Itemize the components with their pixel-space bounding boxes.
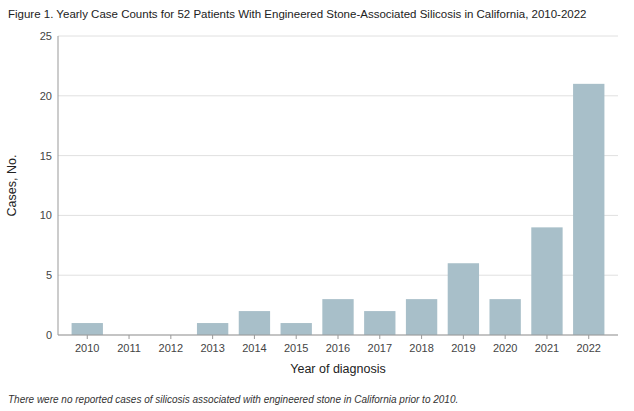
- x-tick-label: 2011: [117, 342, 141, 354]
- x-tick: [505, 335, 506, 339]
- x-tick-label: 2017: [368, 342, 392, 354]
- y-tick-label: 15: [40, 150, 52, 162]
- x-tick: [87, 335, 88, 339]
- x-tick-label: 2016: [326, 342, 350, 354]
- grid-line: [58, 95, 618, 96]
- y-tick-label: 25: [40, 30, 52, 42]
- x-tick: [338, 335, 339, 339]
- x-tick-label: 2014: [242, 342, 266, 354]
- y-tick-label: 20: [40, 90, 52, 102]
- bar: [406, 299, 437, 335]
- x-tick: [129, 335, 130, 339]
- grid-line: [58, 215, 618, 216]
- x-tick-label: 2020: [493, 342, 517, 354]
- grid-line: [58, 36, 618, 37]
- y-tick-label: 0: [46, 329, 52, 341]
- y-axis-label: Cases, No.: [5, 155, 19, 217]
- x-tick: [379, 335, 380, 339]
- grid: [58, 36, 618, 335]
- x-tick: [212, 335, 213, 339]
- bar: [531, 227, 562, 335]
- bar: [573, 84, 604, 335]
- bar: [448, 263, 479, 335]
- x-tick-label: 2022: [577, 342, 601, 354]
- y-tick-label: 10: [40, 209, 52, 221]
- x-axis-line: [58, 335, 618, 336]
- grid-line: [58, 335, 618, 336]
- x-axis-label: Year of diagnosis: [290, 362, 385, 376]
- bar: [322, 299, 353, 335]
- bar: [72, 323, 103, 335]
- x-tick: [254, 335, 255, 339]
- x-tick: [588, 335, 589, 339]
- x-tick: [463, 335, 464, 339]
- y-axis-line: [58, 36, 59, 335]
- x-tick-label: 2010: [75, 342, 99, 354]
- x-tick-label: 2012: [159, 342, 183, 354]
- y-tick-label: 5: [46, 269, 52, 281]
- x-tick: [546, 335, 547, 339]
- x-tick-label: 2018: [409, 342, 433, 354]
- bar: [281, 323, 312, 335]
- footnote: There were no reported cases of silicosi…: [8, 394, 458, 405]
- title: Figure 1. Yearly Case Counts for 52 Pati…: [8, 8, 587, 20]
- bars: [72, 84, 605, 335]
- x-tick-label: 2021: [535, 342, 559, 354]
- bar: [239, 311, 270, 335]
- bar: [489, 299, 520, 335]
- x-tick: [296, 335, 297, 339]
- x-tick: [421, 335, 422, 339]
- bar: [197, 323, 228, 335]
- x-tick-label: 2013: [200, 342, 224, 354]
- x-tick-label: 2019: [451, 342, 475, 354]
- x-tick: [170, 335, 171, 339]
- bar: [364, 311, 395, 335]
- x-tick-label: 2015: [284, 342, 308, 354]
- chart: Figure 1. Yearly Case Counts for 52 Pati…: [0, 0, 634, 411]
- grid-line: [58, 155, 618, 156]
